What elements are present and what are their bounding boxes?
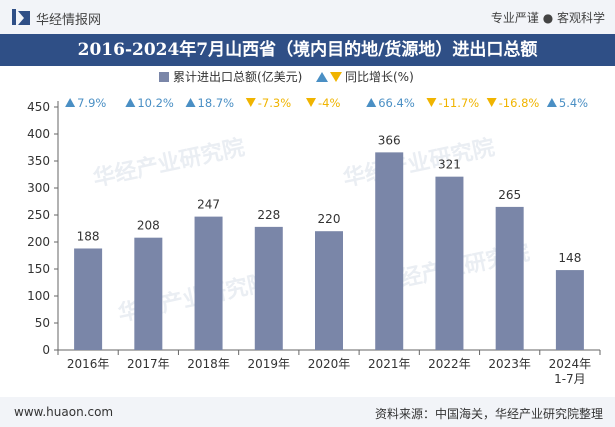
x-tick-label: 2018年 xyxy=(187,357,230,371)
tagline: 专业严谨 ● 客观科学 xyxy=(490,11,605,25)
growth-up-triangle-icon xyxy=(185,98,196,107)
x-tick-label: 2021年 xyxy=(368,357,411,371)
x-tick-label: 2022年 xyxy=(428,357,471,371)
x-axis: 2016年 2017年 2018年 2019年 2020年 2021年 2022年 2023年… xyxy=(57,349,601,386)
y-tick-label: 200 xyxy=(27,235,50,249)
legend-bar-swatch xyxy=(159,72,169,82)
legend: 累计进出口总额(亿美元) 同比增长(%) xyxy=(159,69,414,84)
watermark-text: 华经产业研究院 xyxy=(341,134,497,191)
bar xyxy=(555,270,584,350)
growth-label: -7.3% xyxy=(258,96,291,110)
bar-value-label: 188 xyxy=(77,229,100,243)
growth-down-triangle-icon xyxy=(306,98,316,107)
x-tick-label: 2016年 xyxy=(67,357,110,371)
chart-area: 华经产业研究院 华经产业研究院 华经产业研究院 华经产业研究院 累计进出口总额(… xyxy=(27,69,601,386)
source-note: 资料来源：中国海关，华经产业研究院整理 xyxy=(374,407,603,421)
bar-value-label: 228 xyxy=(257,208,280,222)
growth-down-triangle-icon xyxy=(245,98,256,107)
y-tick-label: 50 xyxy=(35,316,50,330)
x-tick-label: 2017年 xyxy=(127,357,170,371)
legend-up-triangle-icon xyxy=(316,72,328,82)
growth-label: 18.7% xyxy=(198,96,235,110)
bars: 188 208 247 228 220 366 321 265 148 xyxy=(74,133,584,350)
bar xyxy=(375,152,404,350)
x-tick-label: 2020年 xyxy=(308,357,351,371)
legend-growth-label: 同比增长(%) xyxy=(345,70,414,84)
legend-down-triangle-icon xyxy=(330,72,342,82)
growth-up-triangle-icon xyxy=(65,98,76,107)
growth-row: 7.9% 10.2% 18.7% -7.3% -4% 66.4% -11.7% -16.8% 5… xyxy=(65,96,588,110)
bar xyxy=(74,248,103,350)
bar xyxy=(495,206,524,350)
bar xyxy=(254,226,283,350)
bar-value-label: 321 xyxy=(438,158,461,172)
chart-title: 2016-2024年7月山西省（境内目的地/货源地）进出口总额 xyxy=(0,34,615,66)
growth-label: -4% xyxy=(318,96,340,110)
bar-value-label: 265 xyxy=(498,188,521,202)
bar xyxy=(134,237,163,350)
y-tick-label: 350 xyxy=(27,154,50,168)
growth-label: 7.9% xyxy=(77,96,106,110)
y-tick-label: 150 xyxy=(27,262,50,276)
bar-value-label: 208 xyxy=(137,219,160,233)
bar xyxy=(435,176,464,350)
growth-down-triangle-icon xyxy=(486,98,497,107)
y-tick-label: 100 xyxy=(27,289,50,303)
growth-label: -11.7% xyxy=(438,96,479,110)
brand-name: 华经情报网 xyxy=(36,13,102,28)
y-tick-label: 400 xyxy=(27,127,50,141)
y-tick-label: 250 xyxy=(27,208,50,222)
top-bar: 华经情报网 专业严谨 ● 客观科学 xyxy=(0,0,615,34)
website-link[interactable]: www.huaon.com xyxy=(14,405,114,419)
growth-up-triangle-icon xyxy=(546,98,557,107)
growth-label: 66.4% xyxy=(378,96,415,110)
growth-up-triangle-icon xyxy=(366,98,377,107)
x-tick-label: 2024年 1-7月 xyxy=(549,357,592,386)
bar-value-label: 366 xyxy=(378,133,401,147)
bar xyxy=(315,231,343,350)
logo-icon xyxy=(12,9,30,25)
y-axis: 0 50 100 150 200 250 300 350 400 450 xyxy=(27,100,59,357)
growth-down-triangle-icon xyxy=(426,98,437,107)
x-tick-label: 2019年 xyxy=(248,357,291,371)
growth-up-triangle-icon xyxy=(125,98,136,107)
bar-value-label: 148 xyxy=(558,251,581,265)
growth-label: 5.4% xyxy=(559,96,588,110)
y-tick-label: 300 xyxy=(27,181,50,195)
growth-label: -16.8% xyxy=(499,96,540,110)
watermark-text: 华经产业研究院 xyxy=(91,134,247,191)
legend-bar-label: 累计进出口总额(亿美元) xyxy=(173,69,302,84)
y-tick-label: 450 xyxy=(27,100,50,114)
x-tick-label: 2023年 xyxy=(488,357,531,371)
footer: www.huaon.com 资料来源：中国海关，华经产业研究院整理 xyxy=(0,397,615,427)
bar-value-label: 220 xyxy=(318,212,341,226)
y-tick-label: 0 xyxy=(42,343,50,357)
growth-label: 10.2% xyxy=(137,96,174,110)
bar xyxy=(194,216,223,350)
bar-value-label: 247 xyxy=(197,198,220,212)
